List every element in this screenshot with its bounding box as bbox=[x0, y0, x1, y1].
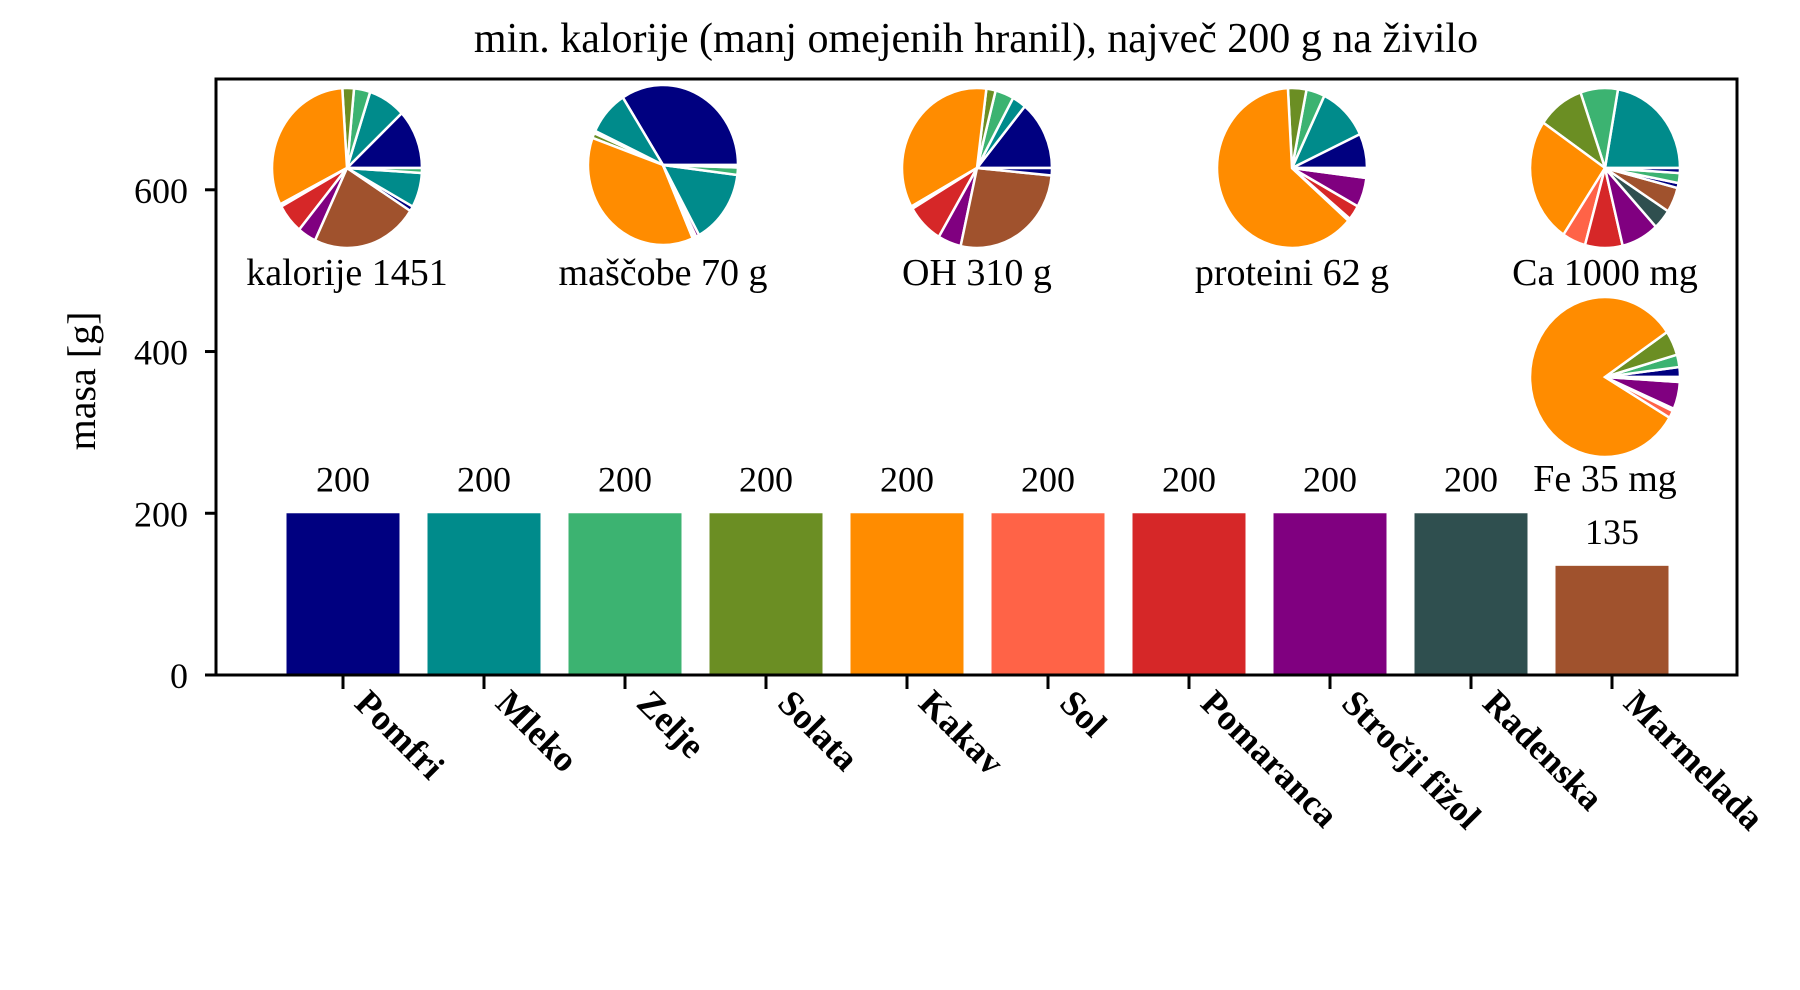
pie-slice bbox=[313, 166, 413, 250]
bar-value-label: 200 bbox=[316, 459, 370, 499]
bar-0 bbox=[286, 513, 400, 675]
pie-0: kalorije 1451 bbox=[246, 86, 448, 294]
chart-title: min. kalorije (manj omejenih hranil), na… bbox=[474, 16, 1478, 62]
pie-2: OH 310 g bbox=[900, 86, 1054, 294]
pie-slice bbox=[1603, 87, 1682, 170]
bar-value-label: 200 bbox=[1444, 459, 1498, 499]
bar-value-label: 200 bbox=[739, 459, 793, 499]
y-tick-label: 200 bbox=[134, 494, 188, 534]
bar-7 bbox=[1273, 513, 1387, 675]
x-tick-label: Solata bbox=[770, 682, 866, 778]
pie-slice bbox=[1291, 166, 1369, 172]
bar-value-label: 135 bbox=[1585, 512, 1639, 552]
y-axis-label: masa [g] bbox=[59, 312, 104, 451]
pie-3: proteini 62 g bbox=[1195, 86, 1389, 294]
pie-slice bbox=[974, 104, 1054, 170]
pie-slice bbox=[959, 166, 1054, 250]
pie-slice bbox=[660, 163, 739, 237]
bar-value-label: 200 bbox=[880, 459, 934, 499]
x-tick-label: Marmelada bbox=[1616, 682, 1772, 838]
pie-1: maščobe 70 g bbox=[559, 83, 768, 294]
pie-label: OH 310 g bbox=[902, 252, 1052, 294]
bar-1 bbox=[427, 513, 541, 675]
bar-6 bbox=[1132, 513, 1246, 675]
bar-value-label: 200 bbox=[598, 459, 652, 499]
pie-slice bbox=[1604, 375, 1682, 381]
pie-slice bbox=[586, 136, 695, 247]
y-tick-label: 600 bbox=[134, 171, 188, 211]
x-tick-label: Pomfri bbox=[347, 682, 452, 787]
x-tick-label: Mleko bbox=[488, 682, 586, 780]
bar-4 bbox=[850, 513, 964, 675]
bar-value-label: 200 bbox=[1303, 459, 1357, 499]
axes-frame bbox=[214, 77, 1739, 677]
pie-slice bbox=[900, 86, 988, 209]
x-tick-label: Pomaranca bbox=[1193, 682, 1346, 835]
pie-slice bbox=[270, 86, 349, 207]
bar-5 bbox=[991, 513, 1105, 675]
pie-slice bbox=[1604, 166, 1682, 175]
pie-4: Ca 1000 mg bbox=[1512, 86, 1698, 294]
pie-label: kalorije 1451 bbox=[246, 252, 448, 294]
pie-slice bbox=[1215, 86, 1351, 250]
pie-5: Fe 35 mg bbox=[1528, 295, 1682, 500]
x-tick-label: Zelje bbox=[629, 682, 712, 765]
y-tick-label: 400 bbox=[134, 333, 188, 373]
pie-slice bbox=[662, 163, 740, 169]
pie-slice bbox=[976, 166, 1054, 177]
x-tick-label: Radenska bbox=[1475, 682, 1611, 818]
bar-value-label: 200 bbox=[1162, 459, 1216, 499]
x-tick-label: Kakav bbox=[911, 682, 1011, 782]
pie-slice bbox=[1528, 120, 1607, 237]
bar-8 bbox=[1414, 513, 1528, 675]
pie-label: maščobe 70 g bbox=[559, 252, 768, 294]
x-tick-label: Stročji fižol bbox=[1334, 682, 1488, 836]
pie-label: Ca 1000 mg bbox=[1512, 252, 1698, 294]
pie-label: proteini 62 g bbox=[1195, 252, 1389, 294]
bar-value-label: 200 bbox=[457, 459, 511, 499]
bar-2 bbox=[568, 513, 682, 675]
bar-value-label: 200 bbox=[1021, 459, 1075, 499]
bar-9 bbox=[1555, 565, 1669, 675]
pie-slice bbox=[1528, 295, 1672, 459]
bar-3 bbox=[709, 513, 823, 675]
pie-slice bbox=[346, 166, 424, 175]
x-tick-label: Sol bbox=[1052, 682, 1114, 744]
y-tick-label: 0 bbox=[170, 656, 188, 696]
pie-label: Fe 35 mg bbox=[1533, 458, 1677, 500]
